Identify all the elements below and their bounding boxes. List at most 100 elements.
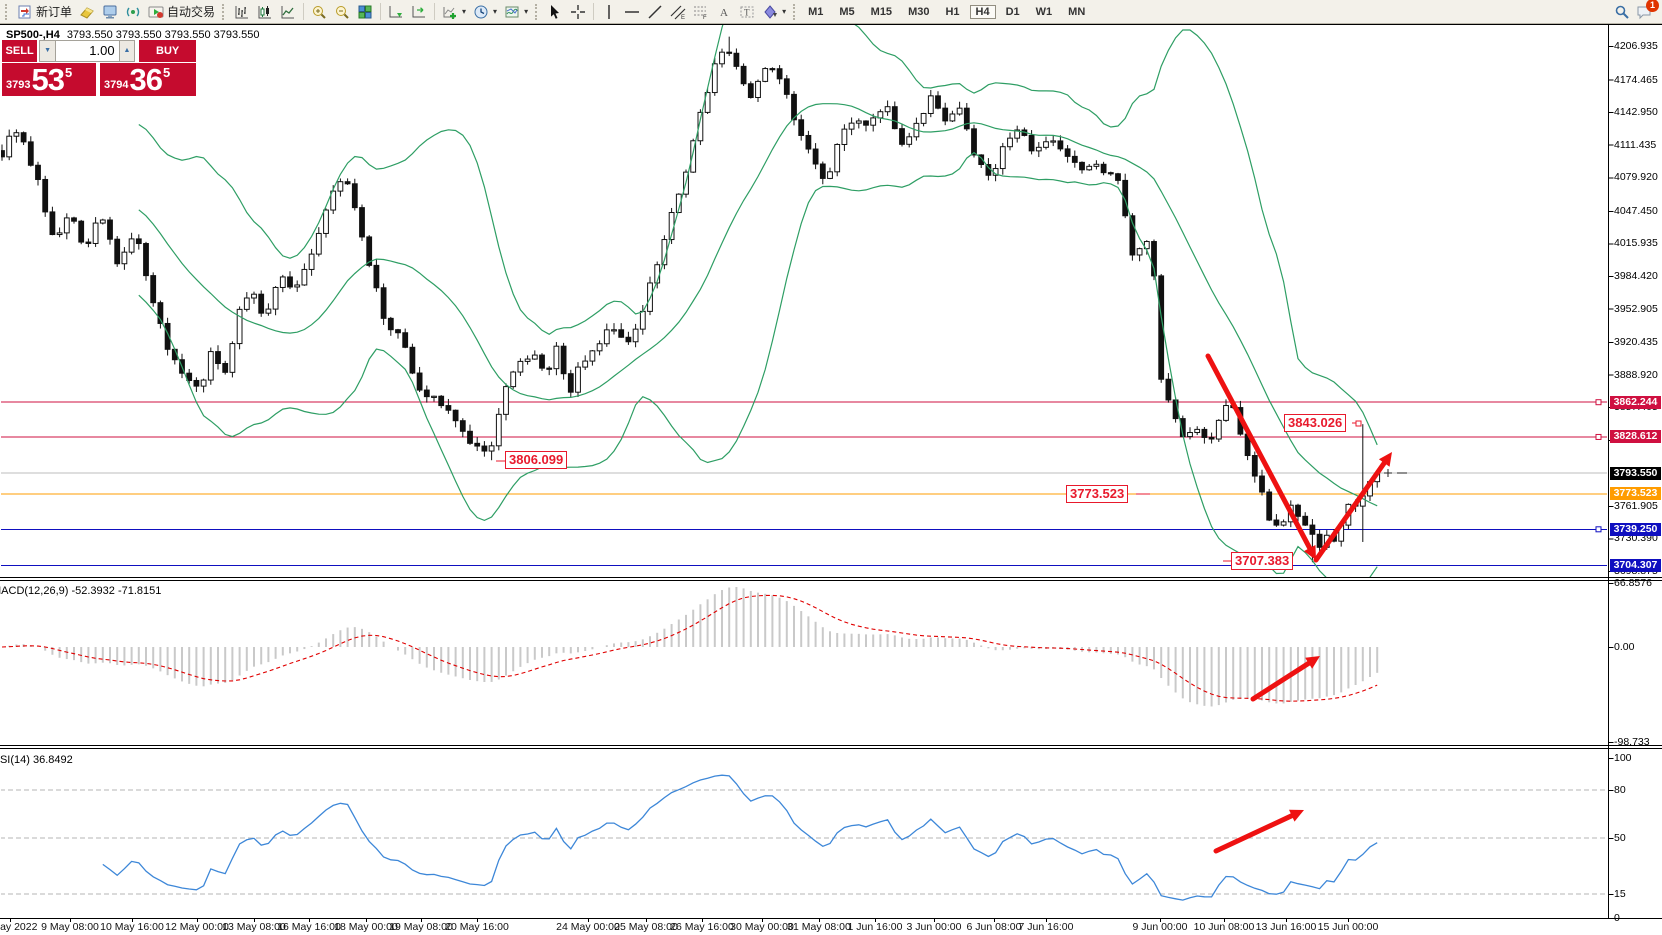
terminal-button[interactable] <box>99 2 121 22</box>
chart-shift-icon <box>412 5 426 17</box>
autotrade-label: 自动交易 <box>167 5 216 19</box>
chart-bars-button[interactable] <box>231 2 253 22</box>
sell-price-big: 53 <box>31 62 64 97</box>
autotrade-button[interactable]: 自动交易 <box>145 2 218 22</box>
sell-price-sup: 5 <box>64 65 73 80</box>
new-order-icon <box>18 5 31 18</box>
computer-icon <box>103 5 117 18</box>
zoom-in-icon <box>313 5 326 19</box>
zoom-in-button[interactable] <box>308 2 330 22</box>
signals-button[interactable] <box>122 2 144 22</box>
buy-price[interactable]: 3794 36 5 <box>100 63 196 96</box>
group-handle <box>535 3 540 20</box>
periods-menu-button[interactable]: ▾ <box>470 2 500 22</box>
sell-price[interactable]: 3793 53 5 <box>2 63 96 96</box>
auto-scroll-icon <box>389 5 403 17</box>
clock-icon <box>474 5 488 18</box>
toolbar-right: 1 <box>1614 0 1660 20</box>
sell-button[interactable]: SELL <box>2 40 38 62</box>
tile-windows-button[interactable] <box>354 2 376 22</box>
group-handle <box>793 3 798 20</box>
horizontal-line-button[interactable] <box>621 2 643 22</box>
auto-scroll-button[interactable] <box>385 2 407 22</box>
styler-button[interactable] <box>76 2 98 22</box>
dropdown-caret-icon: ▾ <box>782 7 787 16</box>
zoom-out-button[interactable] <box>331 2 353 22</box>
chart-candles-button[interactable] <box>254 2 276 22</box>
text-button[interactable]: A <box>713 2 735 22</box>
svg-text:A: A <box>720 7 728 19</box>
tile-windows-icon <box>358 5 372 18</box>
toolbar: 新订单 自动 <box>0 0 1662 24</box>
crosshair-button[interactable] <box>567 2 589 22</box>
volume-increase-button[interactable]: ▲ <box>118 40 136 62</box>
text-label-button[interactable]: T <box>736 2 758 22</box>
volume-decrease-button[interactable]: ▼ <box>39 40 56 62</box>
vertical-line-icon <box>608 4 610 19</box>
signal-icon <box>126 7 140 16</box>
buy-button[interactable]: BUY <box>139 40 196 62</box>
volume-input[interactable]: 1.00 <box>55 40 119 62</box>
cursor-button[interactable] <box>544 2 566 22</box>
new-order-label: 新订单 <box>36 5 73 19</box>
separator <box>303 3 305 20</box>
autotrade-icon <box>148 6 164 18</box>
chart-shift-button[interactable] <box>408 2 430 22</box>
channel-button[interactable]: E <box>667 2 689 22</box>
dropdown-caret-icon: ▾ <box>462 7 467 16</box>
timeframe-m30[interactable]: M30 <box>908 5 930 18</box>
line-chart-icon <box>281 5 295 18</box>
notification-badge: 1 <box>1646 0 1659 12</box>
separator <box>434 3 436 20</box>
timeframe-m5[interactable]: M5 <box>839 5 855 18</box>
bars-chart-icon <box>235 5 249 18</box>
timeframe-mn[interactable]: MN <box>1068 5 1086 18</box>
dropdown-caret-icon: ▾ <box>493 7 498 16</box>
timeframe-group: M1 M5 M15 M30 H1 H4 D1 W1 MN <box>802 4 1091 19</box>
cursor-icon <box>551 4 560 19</box>
group-handle <box>222 3 227 20</box>
equidistant-channel-icon: E <box>670 5 686 20</box>
text-label-icon: T <box>740 6 754 17</box>
fibonacci-icon: F <box>694 6 707 20</box>
timeframe-d1[interactable]: D1 <box>1005 5 1020 18</box>
buy-price-big: 36 <box>129 62 162 97</box>
shapes-button[interactable]: ▾ <box>759 2 789 22</box>
add-indicator-icon <box>443 6 457 19</box>
svg-text:F: F <box>703 15 707 20</box>
eraser-icon <box>80 6 94 19</box>
buy-price-small: 3794 <box>104 79 129 91</box>
one-click-trade-panel: SELL ▼ 1.00 ▲ BUY 3793 53 5 3794 36 5 <box>2 40 196 96</box>
horizontal-line-icon <box>625 10 640 13</box>
text-icon: A <box>720 7 728 19</box>
sell-price-small: 3793 <box>6 79 31 91</box>
separator <box>593 3 595 20</box>
chart-line-button[interactable] <box>277 2 299 22</box>
timeframe-m1[interactable]: M1 <box>808 5 824 18</box>
search-icon[interactable] <box>1614 4 1630 20</box>
fibonacci-button[interactable]: F <box>690 2 712 22</box>
timeframe-w1[interactable]: W1 <box>1035 5 1053 18</box>
template-icon <box>505 6 519 17</box>
indicators-button[interactable]: ▾ <box>439 2 469 22</box>
timeframe-m15[interactable]: M15 <box>870 5 893 18</box>
svg-text:E: E <box>681 15 685 20</box>
separator <box>380 3 382 20</box>
svg-text:T: T <box>744 7 750 17</box>
timeframe-h4[interactable]: H4 <box>969 4 996 19</box>
trendline-icon <box>648 4 662 19</box>
crosshair-icon <box>571 4 586 19</box>
zoom-out-icon <box>336 5 349 19</box>
toolbar-drag-handle <box>5 3 10 20</box>
buy-price-sup: 5 <box>162 65 171 80</box>
shapes-icon <box>764 4 778 19</box>
vertical-line-button[interactable] <box>598 2 620 22</box>
notifications-button[interactable]: 1 <box>1636 0 1659 20</box>
templates-button[interactable]: ▾ <box>501 2 531 22</box>
dropdown-caret-icon: ▾ <box>524 7 529 16</box>
new-order-button[interactable]: 新订单 <box>14 2 75 22</box>
trendline-button[interactable] <box>644 2 666 22</box>
timeframe-h1[interactable]: H1 <box>945 5 960 18</box>
